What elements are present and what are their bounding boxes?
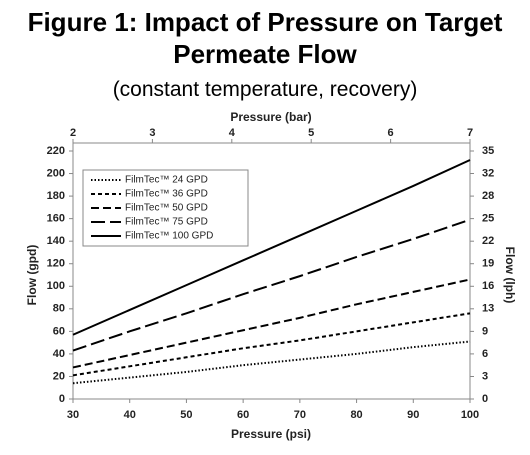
x2-tick-label: 2 [70, 127, 76, 139]
y2-tick-label: 19 [482, 258, 494, 270]
plot-frame [72, 142, 471, 400]
y-tick-label: 0 [59, 393, 65, 405]
x-tick-label: 80 [350, 409, 362, 421]
y2-tick-label: 22 [482, 235, 494, 247]
x2-tick-label: 5 [308, 127, 314, 139]
y-tick-label: 180 [47, 190, 65, 202]
x-tick-label: 40 [124, 409, 136, 421]
y-tick-label: 160 [47, 213, 65, 225]
y-tick-label: 220 [47, 145, 65, 157]
y-tick-label: 40 [53, 348, 65, 360]
y-tick-label: 100 [47, 280, 65, 292]
y-tick-label: 20 [53, 370, 65, 382]
legend-label: FilmTec™ 24 GPD [125, 175, 208, 186]
x2-tick-label: 7 [467, 127, 473, 139]
y-tick-label: 120 [47, 258, 65, 270]
y2-tick-label: 35 [482, 145, 494, 157]
x-tick-label: 100 [461, 409, 479, 421]
chart-subtitle: (constant temperature, recovery) [112, 78, 418, 101]
y2-tick-label: 25 [482, 213, 494, 225]
series-line [72, 159, 471, 336]
y-axis-title: Flow (gpd) [25, 245, 39, 306]
series-line [72, 340, 471, 385]
y-tick-label: 80 [53, 303, 65, 315]
x2-axis-title: Pressure (bar) [230, 110, 311, 124]
legend-label: FilmTec™ 36 GPD [125, 189, 208, 200]
x-tick-label: 50 [180, 409, 192, 421]
x2-tick-label: 6 [388, 127, 394, 139]
y2-tick-label: 0 [482, 393, 488, 405]
x-tick-label: 70 [294, 409, 306, 421]
legend-label: FilmTec™ 50 GPD [125, 203, 208, 214]
chart-title: Figure 1: Impact of Pressure on Target P… [27, 7, 503, 69]
y-tick-label: 140 [47, 235, 65, 247]
x-axis-title: Pressure (psi) [231, 427, 311, 441]
x2-tick-label: 3 [149, 127, 155, 139]
x-tick-label: 60 [237, 409, 249, 421]
y-tick-label: 200 [47, 167, 65, 179]
legend-label: FilmTec™ 100 GPD [125, 231, 213, 242]
series-line [72, 312, 471, 377]
x-tick-label: 30 [67, 409, 79, 421]
legend-label: FilmTec™ 75 GPD [125, 217, 208, 228]
y2-tick-label: 28 [482, 190, 494, 202]
y2-axis-title: Flow (lph) [503, 247, 517, 304]
series-line [72, 218, 471, 352]
y2-tick-label: 16 [482, 280, 494, 292]
y-tick-label: 60 [53, 325, 65, 337]
series-line [72, 278, 471, 369]
y2-tick-label: 13 [482, 303, 494, 315]
y2-tick-label: 32 [482, 167, 494, 179]
y2-tick-label: 6 [482, 348, 488, 360]
x-tick-label: 90 [407, 409, 419, 421]
x2-tick-label: 4 [229, 127, 236, 139]
y2-tick-label: 3 [482, 370, 488, 382]
y2-tick-label: 9 [482, 325, 488, 337]
